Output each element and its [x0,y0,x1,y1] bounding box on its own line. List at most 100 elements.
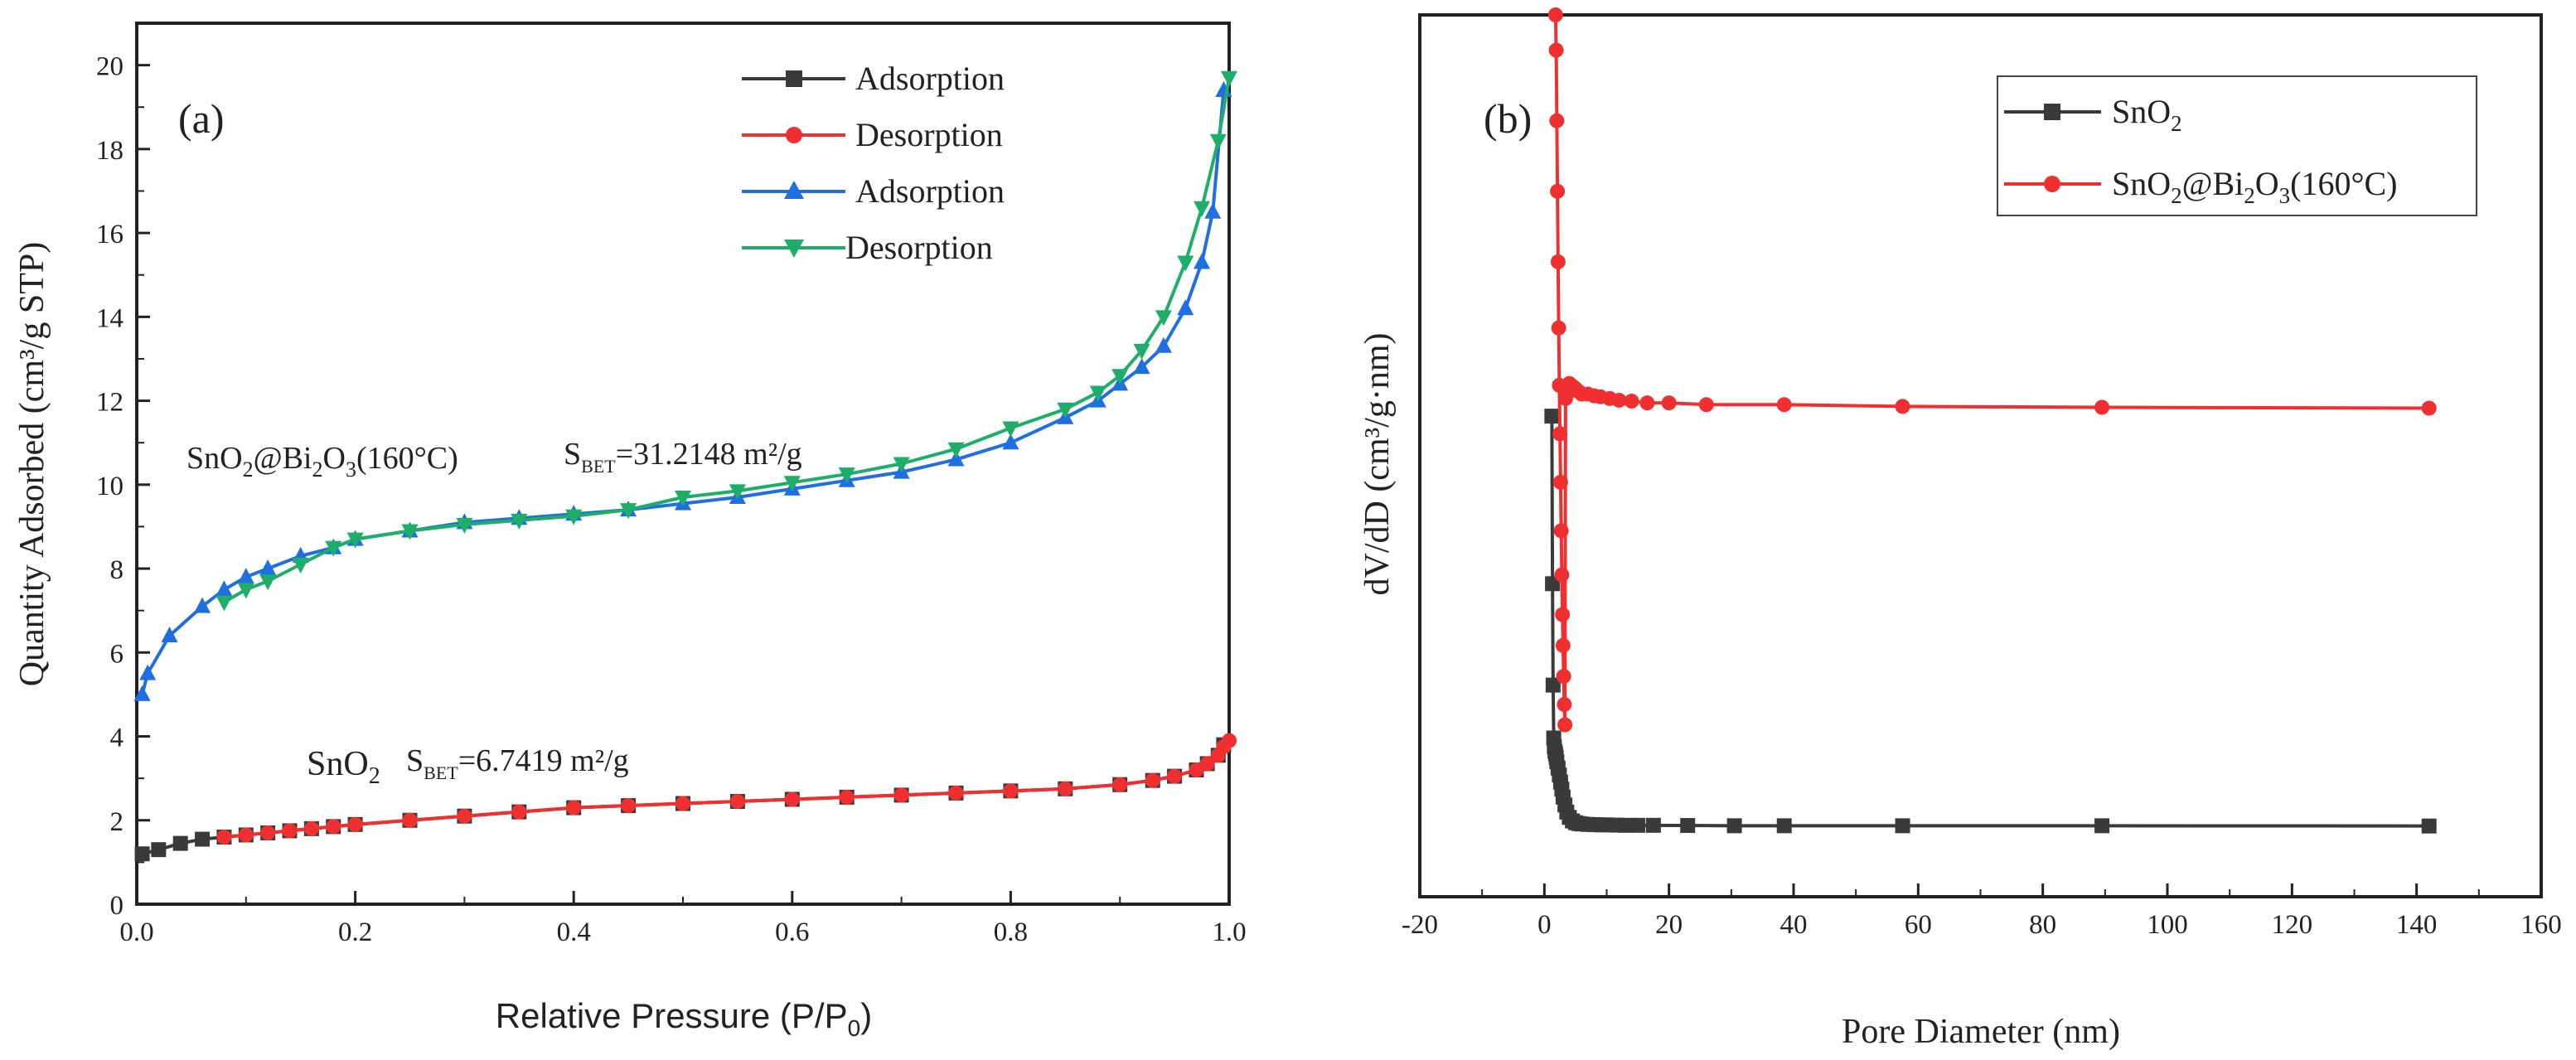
legend-a: Adsorption Desorption Adsorption Desorpt… [742,60,1005,266]
x-tick-label: 0.8 [994,917,1028,947]
data-point [1133,358,1150,375]
data-point [1552,474,1568,490]
data-point [1547,7,1563,22]
data-point [1111,369,1129,385]
data-point [2094,818,2110,834]
data-point [237,583,254,599]
data-point [1177,255,1194,272]
data-point [215,595,233,612]
data-point [1089,385,1106,402]
x-tick-label: 20 [1655,910,1683,940]
y-tick-label: 18 [96,136,123,166]
series-line-0 [1550,416,2429,828]
data-point [1545,576,1561,592]
data-point [1661,395,1677,411]
data-point [1003,783,1019,799]
data-point [1177,299,1194,316]
data-point [161,627,178,643]
data-point [151,842,167,858]
data-point [401,524,419,540]
data-point [1698,397,1714,413]
x-tick-label: 0.4 [557,917,591,947]
data-point [195,831,211,847]
legend-label-sno2-bi2o3: SnO2@Bi2O3(160°C) [2112,165,2398,208]
legend-entry-sno2: SnO2 [2004,93,2182,136]
x-tick-label: -20 [1402,910,1438,940]
data-point [1002,433,1019,450]
data-point [947,442,965,458]
data-point [456,517,473,534]
data-point [1133,343,1150,360]
data-point [2094,399,2110,415]
series-line-1 [224,739,1231,840]
data-point [620,503,637,520]
y-axis-label-a: Quantity Adsorbed (cm³/g STP) [13,242,51,686]
axis-ticks-b: -20 0 20 40 60 80 100 120 140 160 [1402,883,2562,940]
legend-marker-circle-b [2044,176,2060,192]
data-point [259,559,277,576]
data-point [292,557,309,574]
data-point [303,820,319,836]
data-point [238,827,254,843]
y-tick-label: 12 [96,388,123,418]
data-point [621,798,637,814]
x-tick-label: 160 [2520,910,2562,940]
data-point [1199,756,1215,772]
data-point [1545,677,1561,693]
data-point [1548,42,1564,58]
data-point [1554,567,1570,583]
data-point [511,804,527,820]
panel-label-b: (b) [1484,95,1532,142]
annotation-sno2-bi2o3: SnO2@Bi2O3(160°C) [186,441,458,482]
data-point [402,812,418,828]
data-point [1611,392,1627,408]
data-point [1645,817,1661,833]
data-point [1618,817,1634,833]
x-tick-label: 0.2 [338,917,372,947]
series-line-3 [223,77,1231,604]
y-tick-label: 4 [110,724,124,753]
data-point [194,597,211,613]
x-axis-label-a: Relative Pressure (P/P0) [496,996,872,1041]
annotation-sbet-sno2: SBET=6.7419 m²/g [406,743,629,783]
data-point [838,467,855,484]
data-point [1639,395,1655,411]
x-tick-label: 40 [1780,910,1808,940]
data-point [1552,426,1568,442]
data-point [2421,818,2437,834]
x-tick-label: 0.0 [119,917,153,947]
x-tick-label: 0.6 [775,917,809,947]
data-point [511,513,528,530]
legend-label-adsorption-bi: Adsorption [855,172,1005,210]
data-point [1630,817,1646,833]
data-point [1550,183,1566,199]
data-point [237,568,254,584]
data-point [260,825,276,840]
data-point [1058,781,1073,796]
data-point [1553,523,1569,539]
data-point [1155,336,1172,353]
data-point [326,819,341,835]
axis-ticks-a: 0.0 0.2 0.4 0.6 0.8 1.0 0 2 4 6 8 10 12 14 16 18 20 [96,52,1247,947]
legend-marker-triangle-up [784,181,804,199]
data-point [1222,733,1237,748]
legend-entry-desorption-sno2: Desorption [742,116,1003,153]
series-group-a [133,70,1237,862]
legend-label-desorption-bi: Desorption [845,229,993,266]
data-point [565,509,583,525]
data-point [566,800,582,816]
data-point [1002,421,1019,438]
data-point [325,540,342,557]
data-point [784,791,800,807]
data-point [729,484,746,501]
data-point [134,846,150,862]
legend-marker-circle [786,127,802,143]
series-line-2 [140,90,1226,695]
data-point [893,457,910,473]
series-group-b [1544,7,2437,834]
data-point [1112,777,1128,792]
y-tick-label: 8 [110,555,124,585]
data-point [839,789,855,805]
data-point [1544,409,1560,424]
